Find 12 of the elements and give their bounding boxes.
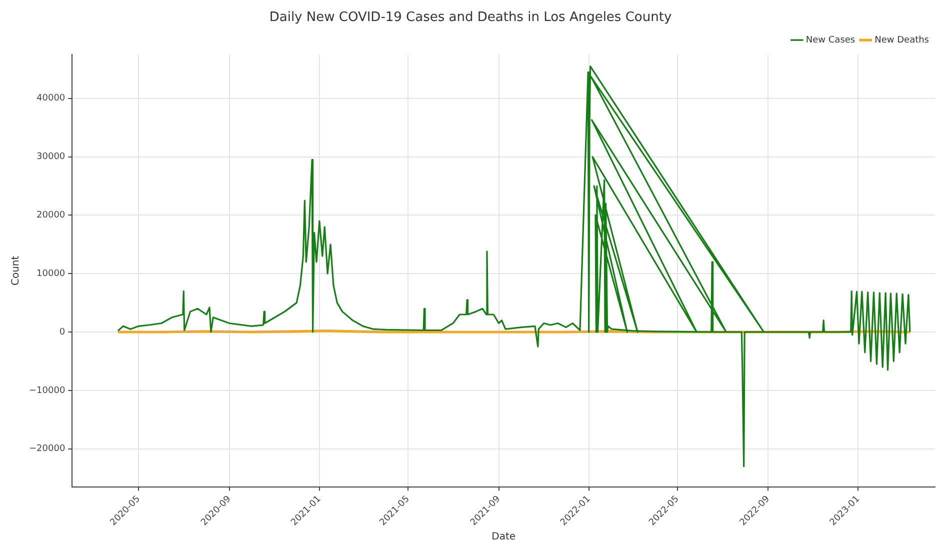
y-tick-label: −10000 — [29, 386, 66, 396]
y-tick-label: 40000 — [36, 94, 66, 104]
y-tick-label: 0 — [59, 327, 66, 338]
legend-label: New Cases — [806, 35, 856, 46]
legend-label: New Deaths — [874, 35, 930, 46]
y-tick-label: 10000 — [36, 268, 66, 279]
chart-title: Daily New COVID-19 Cases and Deaths in Los Angeles County — [269, 10, 672, 26]
y-axis-title: Count — [10, 256, 22, 286]
x-axis-title: Date — [492, 532, 516, 543]
y-tick-label: −20000 — [29, 444, 66, 454]
y-tick-label: 30000 — [36, 152, 66, 162]
y-tick-label: 20000 — [36, 210, 66, 221]
